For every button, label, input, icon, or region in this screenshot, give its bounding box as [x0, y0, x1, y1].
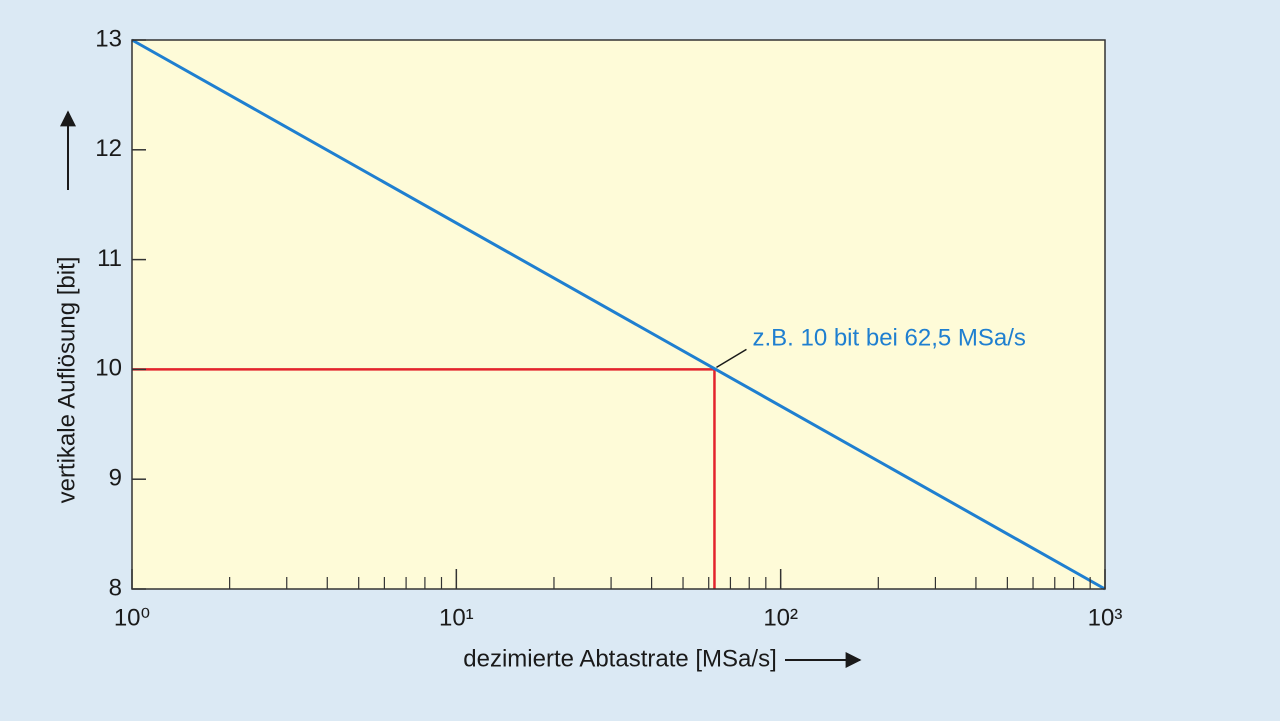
annotation: z.B. 10 bit bei 62,5 MSa/s: [752, 325, 1025, 352]
y-tick-label: 12: [95, 135, 122, 162]
plot-frame: [131, 39, 1106, 590]
x-tick-label: 10³: [1088, 604, 1123, 631]
y-axis-label: vertikale Auflösung [bit]: [53, 257, 80, 504]
x-axis-label: dezimierte Abtastrate [MSa/s]: [463, 645, 776, 672]
annotation-leader: [716, 348, 747, 369]
y-tick-label: 8: [109, 574, 122, 601]
y-tick-label: 10: [95, 355, 122, 382]
y-tick-label: 11: [97, 245, 122, 272]
x-tick-label: 10⁰: [114, 604, 150, 631]
x-tick-label: 10²: [763, 604, 798, 631]
x-tick-label: 10¹: [439, 604, 474, 631]
y-tick-label: 9: [109, 465, 122, 492]
line: [131, 38, 1106, 591]
y-tick-label: 13: [95, 25, 122, 52]
